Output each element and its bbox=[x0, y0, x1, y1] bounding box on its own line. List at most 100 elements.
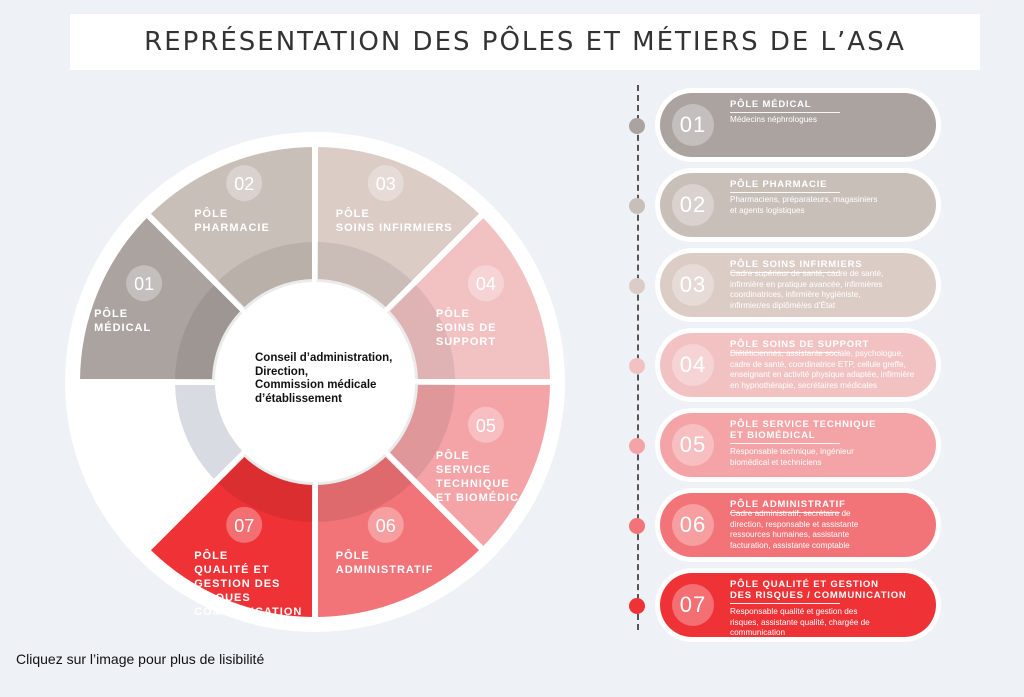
wheel-label-line: PÔLE bbox=[94, 307, 128, 320]
pole-card-description: Pharmaciens, préparateurs, magasiniers et… bbox=[730, 195, 930, 216]
pole-card-number: 02 bbox=[672, 184, 714, 226]
pole-card-description-line: Responsable qualité et gestion des bbox=[730, 607, 858, 616]
wheel-label-line: ET BIOMÉDICAL bbox=[436, 491, 536, 504]
pole-card-description-line: cadre de santé, coordinatrice ETP, cellu… bbox=[730, 359, 906, 369]
pole-card-description-line: Diététiciennes, assistante sociale, psyc… bbox=[730, 349, 904, 358]
wheel-label-line: SOINS INFIRMIERS bbox=[336, 222, 453, 234]
pole-card-body: 06 PÔLE ADMINISTRATIF Cadre administratif,… bbox=[660, 493, 936, 557]
pole-card-title-line: PÔLE ADMINISTRATIF bbox=[730, 499, 846, 510]
pole-card-06: 06 PÔLE ADMINISTRATIF Cadre administratif,… bbox=[655, 488, 941, 562]
pole-card-05: 05 PÔLE SERVICE TECHNIQUE ET BIOMÉDICAL Res… bbox=[655, 408, 941, 482]
wheel-label-line: PÔLE bbox=[336, 549, 370, 562]
pole-card-title: PÔLE QUALITÉ ET GESTION DES RISQUES / COM… bbox=[730, 579, 925, 606]
pole-card-title: PÔLE PHARMACIE bbox=[730, 179, 925, 195]
timeline-dot-04 bbox=[629, 358, 645, 374]
pole-card-description-line: risques, assistante qualité, chargée de bbox=[730, 617, 870, 627]
wheel-label-line: PÔLE bbox=[194, 549, 228, 562]
center-line: Commission médicale bbox=[255, 379, 377, 391]
pole-card-title: PÔLE SOINS INFIRMIERS bbox=[730, 259, 925, 275]
timeline-dot-02 bbox=[629, 198, 645, 214]
pole-card-title-line: DES RISQUES / COMMUNICATION bbox=[730, 590, 907, 601]
wheel-number-circle bbox=[467, 406, 504, 443]
pole-card-divider bbox=[730, 512, 840, 513]
enlarge-caption[interactable]: Cliquez sur l’image pour plus de lisibil… bbox=[16, 651, 265, 667]
pole-card-divider bbox=[730, 192, 840, 193]
pole-card-number: 04 bbox=[672, 344, 714, 386]
pole-card-title-line: PÔLE SOINS DE SUPPORT bbox=[730, 339, 870, 350]
timeline-dot-03 bbox=[629, 278, 645, 294]
wheel-number: 04 bbox=[476, 274, 496, 294]
wheel-label-line: GESTION DES bbox=[194, 578, 280, 590]
pole-card-title-line: ET BIOMÉDICAL bbox=[730, 430, 816, 441]
pole-card-description-line: et agents logistiques bbox=[730, 205, 805, 215]
wheel-segment-inner-shade bbox=[316, 242, 413, 311]
wheel-segment-inner-shade bbox=[175, 284, 244, 381]
pole-card-title-line: PÔLE SOINS INFIRMIERS bbox=[730, 259, 863, 270]
pole-card-body: 01 PÔLE MÉDICAL Médecins néphrologues bbox=[660, 93, 936, 157]
pole-card-07: 07 PÔLE QUALITÉ ET GESTION DES RISQUES / C… bbox=[655, 568, 941, 642]
pole-card-description-line: direction, responsable et assistante bbox=[730, 519, 859, 529]
wheel-number: 06 bbox=[376, 516, 396, 536]
pole-card-title: PÔLE SERVICE TECHNIQUE ET BIOMÉDICAL bbox=[730, 419, 925, 446]
wheel-center-disk bbox=[215, 282, 415, 482]
pole-card-04: 04 PÔLE SOINS DE SUPPORT Diététiciennes, a… bbox=[655, 328, 941, 402]
pole-card-divider bbox=[730, 272, 840, 273]
pole-card-description-line: Cadre supérieur de santé, cadre de santé… bbox=[730, 269, 884, 278]
center-line: d’établissement bbox=[255, 392, 342, 405]
pole-card-description-line: coordinatrices, infirmière hygiéniste, bbox=[730, 290, 861, 299]
pole-card-description-line: facturation, assistante comptable bbox=[730, 540, 850, 550]
pole-card-03: 03 PÔLE SOINS INFIRMIERS Cadre supérieur d… bbox=[655, 248, 941, 322]
wheel-label-line: SOINS DE bbox=[436, 322, 497, 334]
wheel-number: 07 bbox=[234, 516, 254, 536]
pole-card-number: 01 bbox=[672, 104, 714, 146]
wheel-segment-inner-shade bbox=[386, 284, 455, 381]
wheel-segment-inner-shade bbox=[316, 453, 413, 522]
pole-card-title-line: PÔLE MÉDICAL bbox=[730, 99, 812, 110]
wheel-segment-inner-shade bbox=[217, 242, 314, 311]
pole-card-description: Diététiciennes, assistante sociale, psyc… bbox=[730, 349, 930, 391]
wheel-label-line: RISQUES bbox=[194, 592, 251, 604]
timeline-dot-05 bbox=[629, 438, 645, 454]
timeline-dot-07 bbox=[629, 598, 645, 614]
wheel-label-line: PÔLE bbox=[194, 207, 228, 220]
pole-card-number: 06 bbox=[672, 504, 714, 546]
wheel-number-circle bbox=[367, 165, 404, 202]
pole-card-description-line: ressources humaines, assistante bbox=[730, 530, 850, 539]
wheel-label-line: PÔLE bbox=[336, 207, 370, 220]
wheel-label-line: TECHNIQUE bbox=[436, 478, 510, 490]
pole-card-number: 03 bbox=[672, 264, 714, 306]
pole-card-title-line: PÔLE SERVICE TECHNIQUE bbox=[730, 419, 877, 430]
pole-card-divider bbox=[730, 352, 840, 353]
wheel-label-line: SUPPORT bbox=[436, 336, 496, 348]
wheel-number-circle bbox=[226, 506, 263, 543]
pole-card-body: 07 PÔLE QUALITÉ ET GESTION DES RISQUES / C… bbox=[660, 573, 936, 637]
pole-card-divider bbox=[730, 603, 840, 604]
wheel-label-line: PHARMACIE bbox=[194, 222, 270, 234]
wheel-label-line: ADMINISTRATIF bbox=[336, 564, 434, 576]
pole-card-02: 02 PÔLE PHARMACIE Pharmaciens, préparateur… bbox=[655, 168, 941, 242]
wheel-number-circle bbox=[226, 165, 263, 202]
pole-card-number: 07 bbox=[672, 584, 714, 626]
timeline-dot-06 bbox=[629, 518, 645, 534]
pole-card-description: Cadre administratif, secrétaire de direct… bbox=[730, 509, 930, 551]
poles-wheel-diagram[interactable]: 01PÔLEMÉDICAL02PÔLEPHARMACIE03PÔLESOINS … bbox=[0, 0, 640, 697]
pole-card-title: PÔLE MÉDICAL bbox=[730, 99, 925, 115]
pole-card-title: PÔLE SOINS DE SUPPORT bbox=[730, 339, 925, 355]
center-line: Direction, bbox=[255, 365, 309, 378]
timeline-dashed-line bbox=[637, 85, 639, 630]
pole-card-description-line: Médecins néphrologues bbox=[730, 115, 817, 124]
pole-card-title-line: PÔLE QUALITÉ ET GESTION bbox=[730, 579, 879, 590]
pole-card-body: 05 PÔLE SERVICE TECHNIQUE ET BIOMÉDICAL Res… bbox=[660, 413, 936, 477]
title-banner: REPRÉSENTATION DES PÔLES ET MÉTIERS DE L… bbox=[70, 14, 980, 70]
wheel-label-line: PÔLE bbox=[436, 449, 470, 462]
pole-card-description-line: biomédical et techniciens bbox=[730, 457, 822, 467]
pole-card-description: Médecins néphrologues bbox=[730, 115, 930, 126]
wheel-number: 05 bbox=[476, 416, 496, 436]
center-governance-text: Conseil d’administration, Direction, Com… bbox=[255, 352, 415, 406]
wheel-number-circle bbox=[467, 265, 504, 302]
wheel-number: 02 bbox=[234, 174, 254, 194]
wheel-gap-outer bbox=[76, 382, 217, 551]
wheel-number: 03 bbox=[376, 174, 396, 194]
pole-card-description-line: enseignant en activité physique adaptée,… bbox=[730, 370, 915, 379]
timeline-dot-01 bbox=[629, 118, 645, 134]
